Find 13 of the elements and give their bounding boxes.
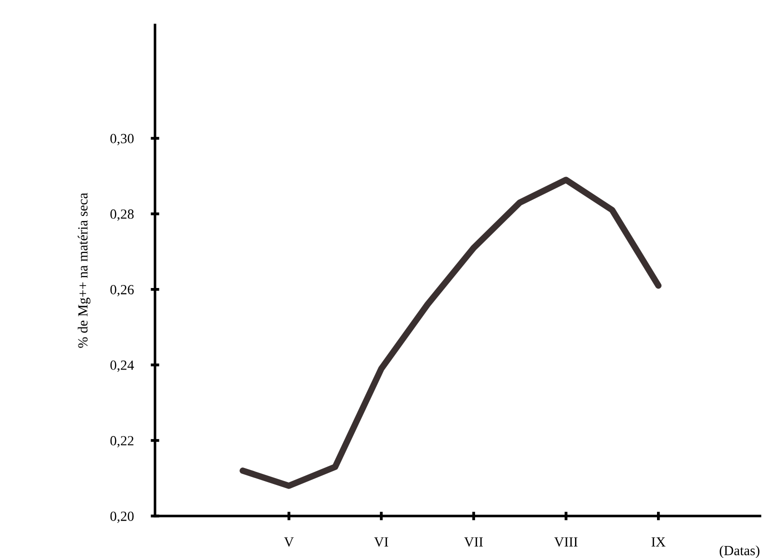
- x-tick-label: VIII: [554, 537, 578, 547]
- y-tick-label: 0,24: [110, 360, 134, 372]
- x-tick-label: VII: [464, 537, 483, 547]
- y-tick-label: 0,20: [110, 512, 134, 523]
- y-tick-label: 0,30: [110, 134, 134, 146]
- y-tick-label: 0,22: [110, 436, 134, 448]
- x-axis-title: (Datas): [720, 545, 760, 558]
- x-tick-label: VI: [374, 537, 388, 547]
- y-axis-title: % de Mg++ na matéria seca: [78, 192, 90, 348]
- y-tick-label: 0,28: [110, 209, 134, 221]
- x-tick-label: V: [284, 537, 294, 547]
- x-tick-label: IX: [652, 537, 666, 546]
- y-tick-label: 0,26: [110, 284, 134, 296]
